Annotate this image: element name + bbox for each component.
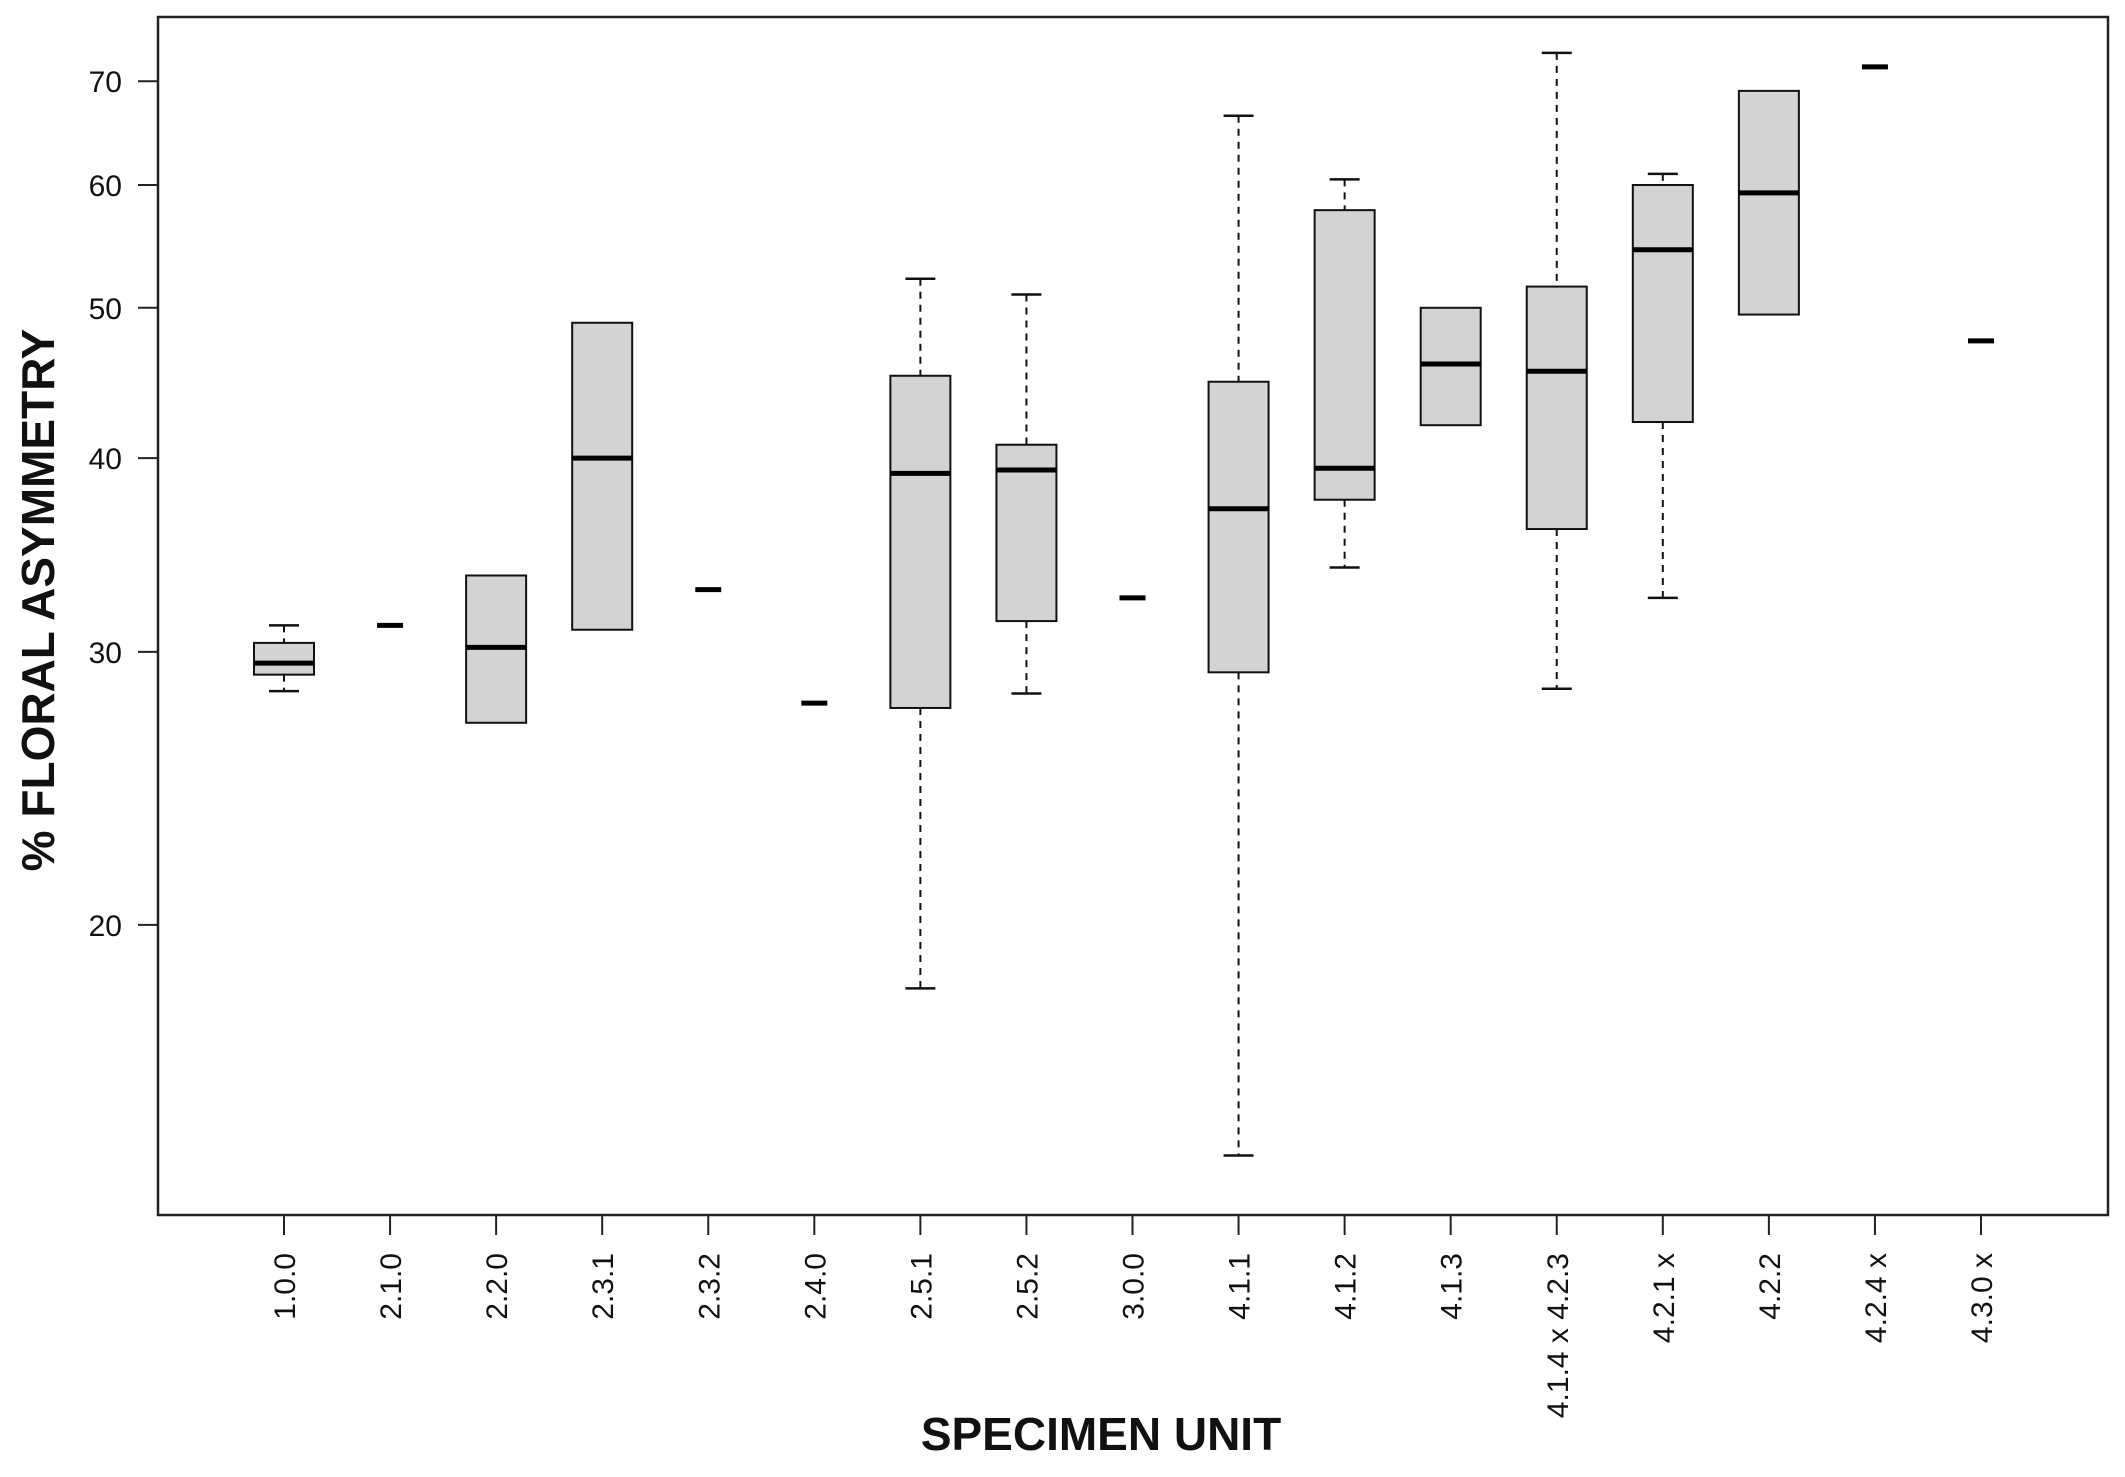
box-iqr [571, 321, 634, 631]
y-axis: 20 30 40 50 60 70 [89, 66, 158, 943]
x-tick-label: 4.2.2 [1754, 1253, 1787, 1320]
box-iqr [1737, 89, 1800, 316]
y-tick-label: 20 [89, 910, 122, 943]
box-iqr [889, 374, 952, 709]
x-tick-label: 1.0.0 [269, 1253, 302, 1320]
x-tick-label: 2.3.1 [587, 1253, 620, 1320]
x-tick-label: 2.5.1 [905, 1253, 938, 1320]
x-tick-label: 2.1.0 [375, 1253, 408, 1320]
x-tick-label: 2.3.2 [693, 1253, 726, 1320]
x-tick-label: 4.2.1 x [1648, 1253, 1681, 1343]
box-iqr [1207, 380, 1270, 674]
x-tick-label: 2.5.2 [1011, 1253, 1044, 1320]
x-axis-title: SPECIMEN UNIT [921, 1408, 1281, 1460]
y-tick-label: 40 [89, 443, 122, 476]
box-iqr [1631, 184, 1694, 424]
y-tick-label: 50 [89, 293, 122, 326]
x-axis: 1.0.0 2.1.0 2.2.0 2.3.1 2.3.2 2.4.0 2.5.1 2.5.2… [269, 1215, 1999, 1418]
box-iqr [253, 641, 315, 676]
box-iqr [995, 443, 1058, 623]
x-tick-label: 4.1.2 [1330, 1253, 1363, 1320]
box-iqr [1525, 285, 1588, 531]
y-tick-label: 30 [89, 637, 122, 670]
x-tick-label: 2.4.0 [799, 1253, 832, 1320]
x-tick-label: 3.0.0 [1118, 1253, 1151, 1320]
box-iqr [1419, 306, 1482, 427]
x-tick-label: 4.2.4 x [1860, 1253, 1893, 1343]
box-iqr [1313, 209, 1376, 501]
y-tick-label: 60 [89, 170, 122, 203]
x-tick-label: 4.3.0 x [1966, 1253, 1999, 1343]
y-tick-label: 70 [89, 66, 122, 99]
y-axis-title: % FLORAL ASYMMETRY [12, 329, 64, 872]
box-series [253, 51, 1994, 1157]
x-tick-label: 4.1.3 [1436, 1253, 1469, 1320]
plot-frame [156, 15, 2110, 1217]
x-tick-label: 4.1.4 x 4.2.3 [1542, 1253, 1575, 1418]
x-tick-label: 2.2.0 [481, 1253, 514, 1320]
x-tick-label: 4.1.1 [1224, 1253, 1257, 1320]
